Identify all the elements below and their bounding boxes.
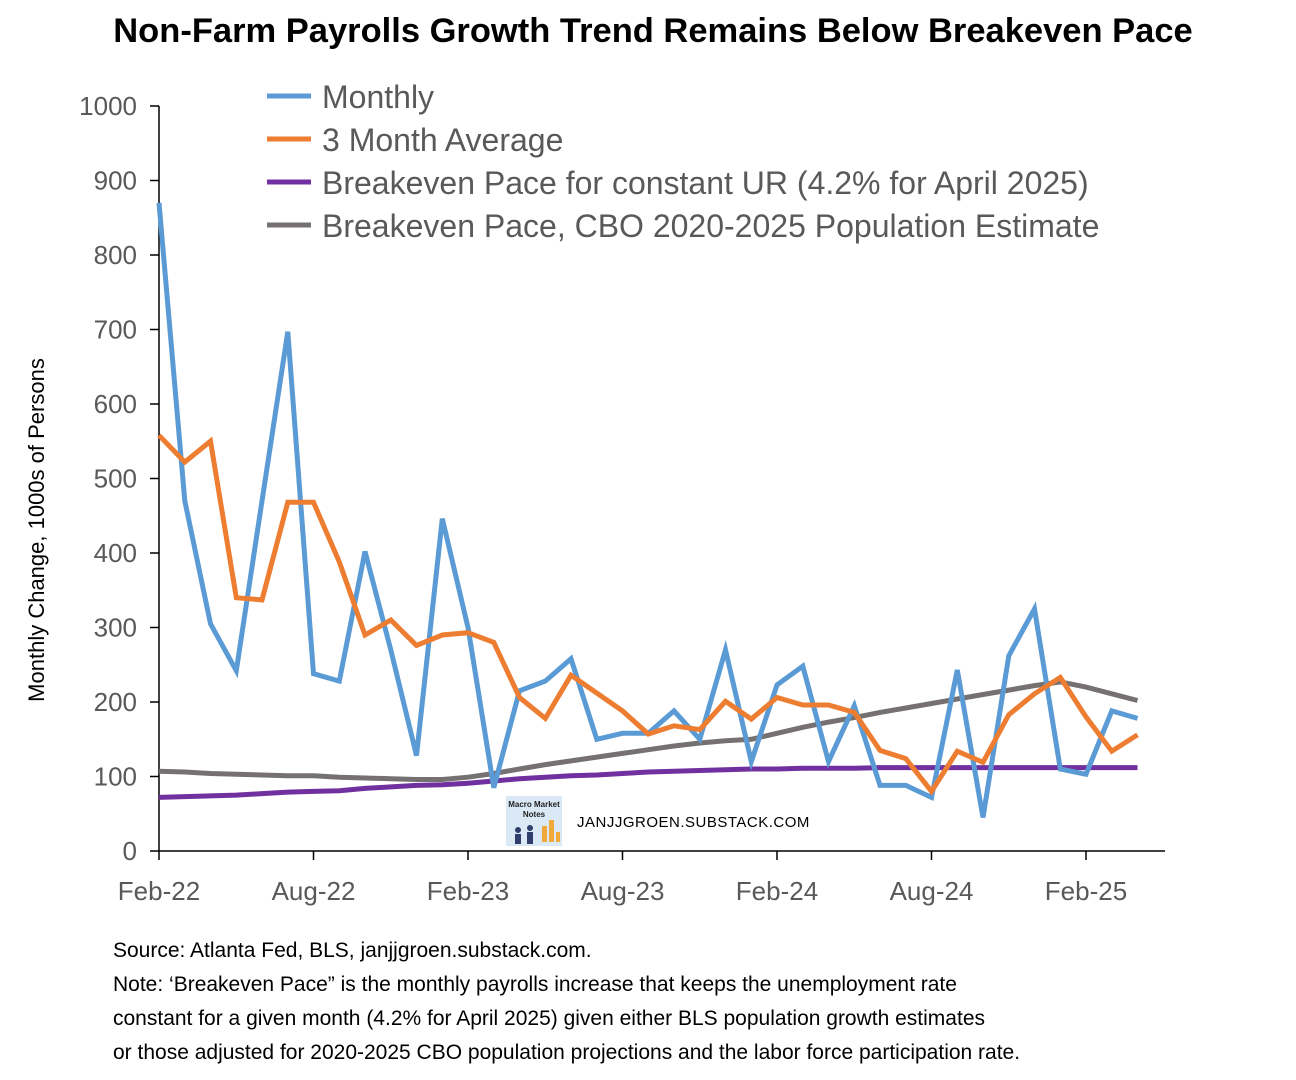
x-tick-label: Feb-22 — [118, 876, 200, 906]
x-tick-label: Feb-24 — [736, 876, 818, 906]
legend-label: 3 Month Average — [322, 122, 563, 158]
legend: Monthly 3 Month Average Breakeven Pace for… — [267, 79, 1099, 244]
logo-person-body — [515, 834, 521, 844]
y-tick-label: 900 — [94, 166, 137, 196]
watermark: Macro Market Notes JANJJGROEN.SUBSTACK.C… — [506, 796, 810, 846]
y-tick-label: 300 — [94, 613, 137, 643]
y-tick-label: 100 — [94, 762, 137, 792]
note-text-line-1: Note: ‘Breakeven Pace” is the monthly pa… — [113, 973, 957, 996]
y-axis-label: Monthly Change, 1000s of Persons — [24, 358, 49, 702]
y-axis-ticks: 0 100 200 300 400 500 600 700 800 900 1000 — [79, 91, 159, 866]
series-line-4 — [158, 679, 1139, 782]
x-tick-label: Feb-23 — [427, 876, 509, 906]
logo-person-body-2 — [527, 832, 533, 844]
logo-bar-2 — [549, 820, 554, 842]
x-tick-label: Aug-24 — [890, 876, 974, 906]
x-tick-label: Aug-22 — [272, 876, 356, 906]
legend-label: Monthly — [322, 79, 434, 115]
y-tick-label: 400 — [94, 538, 137, 568]
x-axis-ticks: Feb-22 Aug-22 Feb-23 Aug-23 Feb-24 Aug-24 Feb-… — [118, 851, 1127, 906]
logo-bar-3 — [556, 832, 560, 842]
y-tick-label: 0 — [123, 836, 137, 866]
logo-text-line-2: Notes — [523, 810, 546, 819]
y-tick-label: 800 — [94, 240, 137, 270]
macro-market-notes-logo: Macro Market Notes — [506, 796, 562, 846]
legend-label: Breakeven Pace for constant UR (4.2% for… — [322, 165, 1089, 201]
series-line-1 — [156, 202, 1139, 818]
y-tick-label: 700 — [94, 315, 137, 345]
series-lines — [156, 202, 1139, 818]
y-tick-label: 600 — [94, 389, 137, 419]
y-tick-label: 1000 — [79, 91, 137, 121]
legend-label: Breakeven Pace, CBO 2020-2025 Population… — [322, 208, 1099, 244]
line-chart: 0 100 200 300 400 500 600 700 800 900 1000 Feb-22 A… — [24, 79, 1165, 906]
series-line-2 — [157, 433, 1139, 796]
watermark-text: JANJJGROEN.SUBSTACK.COM — [577, 814, 810, 831]
note-text-line-3: or those adjusted for 2020-2025 CBO popu… — [113, 1041, 1021, 1064]
logo-bar-1 — [542, 826, 547, 842]
chart-footer: Source: Atlanta Fed, BLS, janjjgroen.sub… — [113, 934, 1283, 1070]
logo-text-line-1: Macro Market — [508, 800, 560, 809]
source-text: Source: Atlanta Fed, BLS, janjjgroen.sub… — [113, 939, 592, 962]
logo-person-head-2 — [527, 825, 533, 831]
note-text-line-2: constant for a given month (4.2% for Apr… — [113, 1007, 985, 1030]
x-tick-label: Feb-25 — [1045, 876, 1127, 906]
y-tick-label: 200 — [94, 687, 137, 717]
x-tick-label: Aug-23 — [581, 876, 665, 906]
chart-title: Non-Farm Payrolls Growth Trend Remains B… — [113, 12, 1193, 50]
logo-person-head — [515, 827, 521, 833]
y-tick-label: 500 — [94, 464, 137, 494]
